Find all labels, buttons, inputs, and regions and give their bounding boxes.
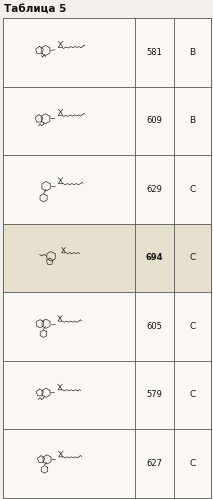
Text: C: C [189,253,195,262]
Bar [3,224,211,292]
Text: B: B [189,116,195,125]
Bar [3,155,211,224]
Text: Таблица 5: Таблица 5 [4,4,66,14]
Bar [3,292,211,360]
Text: 605: 605 [146,322,162,331]
Text: C: C [189,459,195,468]
Text: 627: 627 [146,459,162,468]
Text: C: C [189,322,195,331]
Bar [3,360,211,429]
Text: 581: 581 [146,48,162,57]
Bar [3,18,211,86]
Text: 609: 609 [146,116,162,125]
Text: C: C [189,390,195,399]
Bar [3,86,211,155]
Bar [3,429,211,498]
Text: B: B [189,48,195,57]
Text: 694: 694 [145,253,163,262]
Text: 629: 629 [146,185,162,194]
Text: C: C [189,185,195,194]
Text: 579: 579 [146,390,162,399]
